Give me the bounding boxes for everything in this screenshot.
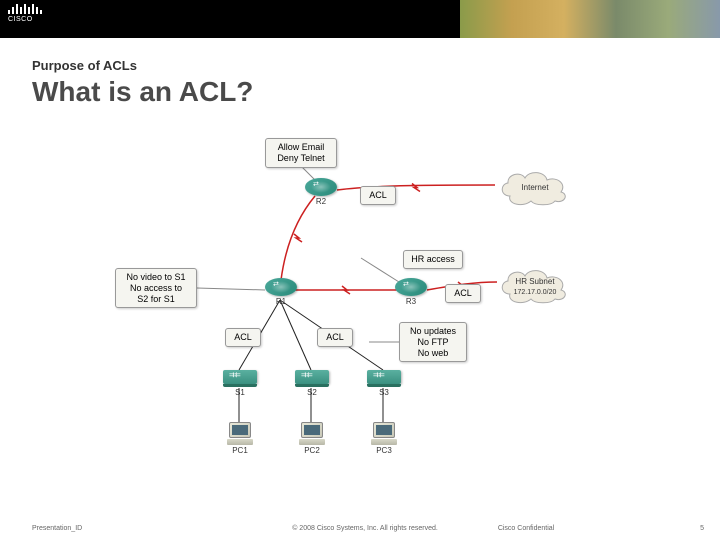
svg-text:172.17.0.0/20: 172.17.0.0/20 (514, 289, 557, 296)
footer-copyright: © 2008 Cisco Systems, Inc. All rights re… (292, 525, 438, 532)
cisco-logo: CISCO (8, 4, 42, 23)
page-title: What is an ACL? (32, 76, 253, 108)
callout-box-acl_r3: ACL (445, 284, 481, 303)
cloud-hr_subnet: HR Subnet 172.17.0.0/20 (495, 264, 575, 304)
pc-PC1: PC1 (225, 422, 255, 454)
callout-box-no_updates: No updatesNo FTPNo web (399, 322, 467, 362)
cloud-internet: Internet (495, 166, 575, 206)
pc-PC3: PC3 (369, 422, 399, 454)
callout-box-acl_r1_left: ACL (225, 328, 261, 347)
callout-box-acl_r2: ACL (360, 186, 396, 205)
footer: Presentation_ID © 2008 Cisco Systems, In… (0, 525, 720, 532)
callout-box-allow_deny: Allow EmailDeny Telnet (265, 138, 337, 168)
pc-PC2: PC2 (297, 422, 327, 454)
switch-S1: ⇉⇇S1 (223, 370, 257, 396)
footer-confidential: Cisco Confidential (498, 525, 554, 532)
switch-S2: ⇉⇇S2 (295, 370, 329, 396)
svg-text:HR Subnet: HR Subnet (515, 277, 555, 286)
callout-box-acl_r1_right: ACL (317, 328, 353, 347)
header-bar: CISCO (0, 0, 720, 38)
header-photo-strip (460, 0, 720, 38)
footer-page-number: 5 (700, 525, 704, 532)
switch-S3: ⇉⇇S3 (367, 370, 401, 396)
router-R1: ⇄R1 (265, 278, 297, 302)
callout-box-no_video: No video to S1No access toS2 for S1 (115, 268, 197, 308)
section-label: Purpose of ACLs (32, 58, 137, 73)
router-R2: ⇄R2 (305, 178, 337, 202)
logo-text: CISCO (8, 16, 42, 23)
router-R3: ⇄R3 (395, 278, 427, 302)
footer-presentation-id: Presentation_ID (32, 525, 82, 532)
network-diagram: Allow EmailDeny Telnet ACL HR access ACL No … (115, 130, 605, 490)
callout-box-hr_access: HR access (403, 250, 463, 269)
svg-text:Internet: Internet (521, 183, 549, 192)
